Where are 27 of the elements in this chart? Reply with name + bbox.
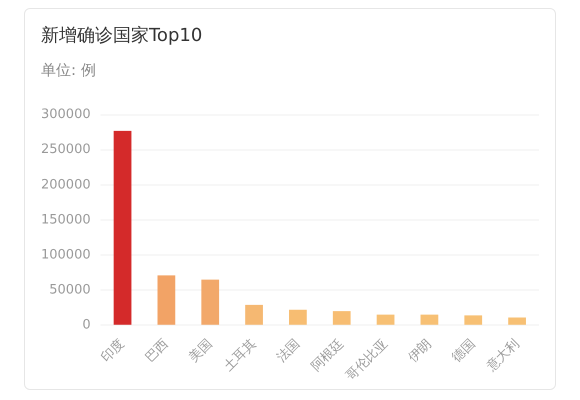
x-tick-label: 美国 <box>186 336 216 366</box>
bar <box>201 280 220 325</box>
x-tick-label: 德国 <box>449 336 478 366</box>
y-tick-label: 200000 <box>40 177 91 192</box>
y-tick-label: 250000 <box>40 142 91 158</box>
x-tick-label: 印度 <box>98 336 128 366</box>
y-tick-label: 0 <box>82 318 91 333</box>
bar <box>376 314 394 325</box>
bar <box>332 311 351 325</box>
bar <box>158 275 176 325</box>
chart-subtitle: 单位: 例 <box>41 61 96 80</box>
bar <box>114 130 132 325</box>
x-tick-label: 意大利 <box>483 336 522 376</box>
bar <box>508 317 526 325</box>
bar <box>420 314 438 325</box>
x-tick-label: 伊朗 <box>404 336 435 366</box>
y-tick-label: 100000 <box>40 247 91 262</box>
chart-title: 新增确诊国家Top10 <box>41 24 202 47</box>
y-tick-label: 150000 <box>40 212 91 228</box>
x-tick-label: 巴西 <box>142 336 172 366</box>
x-tick-label: 法国 <box>274 336 304 366</box>
bar <box>289 310 307 325</box>
bar <box>245 304 263 325</box>
bar <box>464 315 482 325</box>
x-tick-label: 土耳其 <box>221 336 260 375</box>
y-tick-label: 300000 <box>40 107 91 122</box>
y-tick-label: 50000 <box>49 282 91 298</box>
